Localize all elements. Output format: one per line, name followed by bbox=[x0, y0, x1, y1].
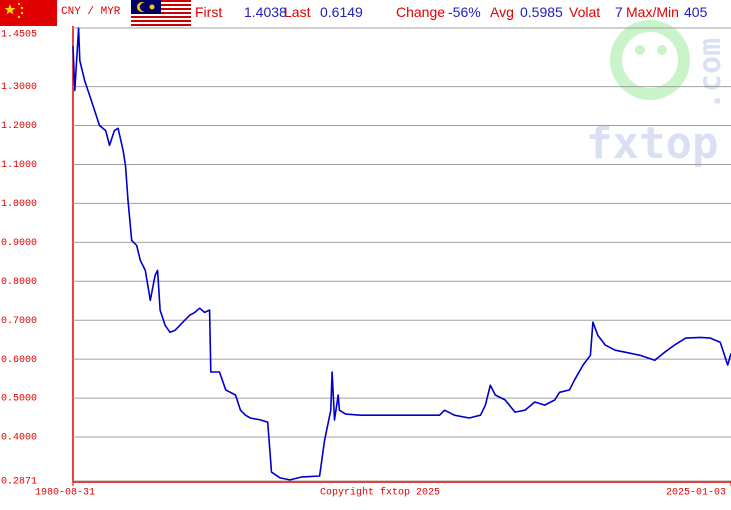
y-tick-label: 0.7000 bbox=[1, 316, 37, 327]
y-tick-label: 1.4505 bbox=[1, 30, 37, 41]
stat-value: 405 bbox=[684, 4, 708, 20]
copyright: Copyright fxtop 2025 bbox=[320, 487, 440, 499]
stat-label: Max/Min bbox=[626, 4, 679, 20]
y-tick-label: 0.6000 bbox=[1, 355, 37, 366]
x-tick-label: 2025-01-03 bbox=[666, 488, 726, 499]
y-tick-label: 0.5000 bbox=[1, 394, 37, 405]
y-tick-label: 0.4000 bbox=[1, 433, 37, 444]
watermark-logo bbox=[635, 45, 645, 55]
watermark-logo bbox=[657, 45, 667, 55]
y-tick-label: 0.8000 bbox=[1, 277, 37, 288]
stat-label: Avg bbox=[490, 4, 514, 20]
stat-label: Volat bbox=[569, 4, 601, 20]
stat-label: Change bbox=[396, 4, 446, 20]
x-tick-label: 1980-08-31 bbox=[35, 488, 95, 499]
stat-value: 0.6149 bbox=[320, 4, 363, 20]
y-tick-label: 1.0000 bbox=[1, 199, 37, 210]
flag-china bbox=[0, 0, 57, 26]
watermark-domain: .com bbox=[693, 38, 728, 110]
stat-value: -56% bbox=[448, 4, 481, 20]
y-tick-label: 1.3000 bbox=[1, 82, 37, 93]
stat-value: 7 bbox=[615, 4, 623, 20]
price-line bbox=[72, 27, 731, 481]
stat-label: Last bbox=[284, 4, 311, 20]
watermark-brand: fxtop bbox=[586, 118, 718, 169]
y-tick-label: 1.2000 bbox=[1, 121, 37, 132]
stat-label: First bbox=[195, 4, 223, 20]
y-tick-label: 1.1000 bbox=[1, 160, 37, 171]
y-tick-label: 0.2871 bbox=[1, 477, 37, 488]
watermark: fxtop .com bbox=[586, 20, 728, 169]
y-tick-label: 0.9000 bbox=[1, 238, 37, 249]
stat-value: 1.4038 bbox=[244, 4, 287, 20]
currency-pair: CNY / MYR bbox=[61, 6, 121, 18]
flag-malaysia bbox=[131, 0, 191, 26]
header: CNY / MYR First 1.4038 Last 0.6149 Change -56… bbox=[0, 0, 731, 26]
watermark-logo bbox=[610, 20, 690, 100]
stat-value: 0.5985 bbox=[520, 4, 563, 20]
